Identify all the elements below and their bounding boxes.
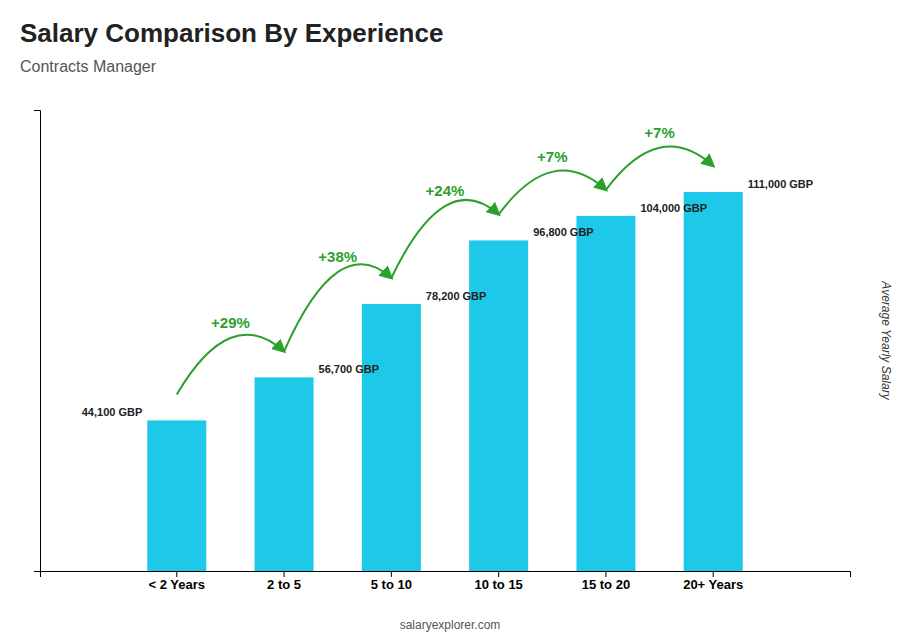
change-arrow (499, 171, 606, 215)
change-arrow (391, 200, 498, 278)
x-tick-label: 20+ Years (683, 577, 743, 592)
data-label: 96,800 GBP (533, 226, 594, 238)
x-tick-label: 15 to 20 (582, 577, 630, 592)
footer: salaryexplorer.com (400, 618, 501, 632)
plot: < 2 Years 2 to 5 5 to 10 10 to 15 15 to 20 20… (34, 111, 851, 593)
title: Salary Comparison By Experience (20, 18, 443, 48)
x-tick-mark (605, 571, 606, 577)
change-arrow (177, 335, 284, 395)
x-tick-mark (498, 571, 499, 577)
data-label: 78,200 GBP (426, 290, 487, 302)
data-label: 44,100 GBP (82, 406, 143, 418)
data-label: 111,000 GBP (748, 178, 813, 190)
change-arrow (606, 147, 713, 190)
change-label: +29% (211, 314, 250, 331)
bar (576, 216, 635, 571)
chart: Salary Comparison By Experience Contracts… (0, 0, 900, 641)
bar (684, 192, 743, 571)
x-tick-mark (176, 571, 177, 577)
change-arrow (284, 264, 391, 351)
bars (147, 192, 742, 571)
bar (362, 304, 421, 571)
x-tick: 2 to 5 (267, 571, 301, 592)
y-axis-title: Average Yearly Salary (879, 280, 893, 400)
x-axis: < 2 Years 2 to 5 5 to 10 10 to 15 15 to 20 20… (41, 571, 851, 592)
change-label: +7% (644, 124, 674, 141)
data-labels: 44,100 GBP 56,700 GBP 78,200 GBP 96,800 GBP… (82, 178, 813, 418)
annotations: +29% +38% +24% +7% +7% (177, 124, 713, 395)
x-tick: 15 to 20 (582, 571, 630, 592)
bar (255, 377, 314, 571)
change-label: +24% (426, 182, 465, 199)
x-tick-mark (713, 571, 714, 577)
x-tick: 20+ Years (683, 571, 743, 592)
x-tick-mark (391, 571, 392, 577)
x-tick: < 2 Years (149, 571, 206, 592)
subtitle: Contracts Manager (20, 58, 157, 75)
y-axis (34, 111, 41, 572)
x-tick: 10 to 15 (474, 571, 522, 592)
data-label: 104,000 GBP (640, 202, 707, 214)
x-axis-line (41, 572, 851, 578)
x-tick-label: 10 to 15 (474, 577, 522, 592)
x-tick: 5 to 10 (371, 571, 412, 592)
x-tick-label: 5 to 10 (371, 577, 412, 592)
data-label: 56,700 GBP (319, 363, 380, 375)
y-axis-line (34, 111, 41, 572)
x-tick-label: < 2 Years (149, 577, 206, 592)
x-tick-label: 2 to 5 (267, 577, 301, 592)
x-tick-mark (284, 571, 285, 577)
bar (147, 420, 206, 571)
change-label: +7% (537, 148, 567, 165)
change-label: +38% (318, 248, 357, 265)
